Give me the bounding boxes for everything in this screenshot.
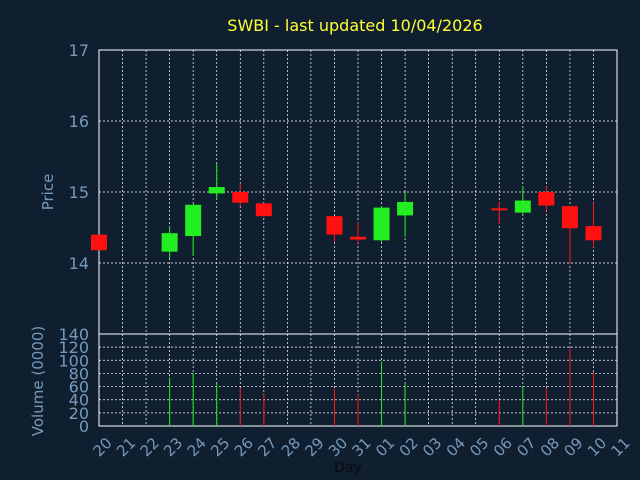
x-tick-label: 09 — [560, 434, 586, 460]
price-y-tick-label: 17 — [69, 41, 89, 60]
candles — [91, 163, 602, 265]
volume-axis-label: Volume (0000) — [29, 326, 47, 436]
volume-y-tick-label: 120 — [58, 338, 89, 357]
x-tick-label: 08 — [537, 434, 563, 460]
x-tick-label: 06 — [490, 434, 516, 460]
x-tick-label: 30 — [325, 434, 351, 460]
volume-bars — [169, 348, 594, 426]
candle-down — [491, 208, 508, 211]
x-tick-label: 25 — [207, 434, 233, 460]
candle-down — [561, 206, 578, 229]
candle-down — [91, 234, 107, 251]
volume-y-tick-label: 60 — [69, 378, 89, 397]
volume-y-tick-label: 0 — [79, 417, 89, 436]
x-tick-labels: 2021222324252627282930310102030405060708… — [90, 434, 634, 460]
x-tick-label: 11 — [608, 434, 634, 460]
x-tick-label: 31 — [349, 434, 375, 460]
price-y-tick-label: 16 — [69, 112, 89, 131]
x-tick-label: 26 — [231, 434, 257, 460]
x-tick-label: 07 — [513, 434, 539, 460]
price-panel: 14 15 16 17 Price — [39, 41, 618, 335]
x-tick-label: 24 — [184, 434, 210, 460]
x-tick-label: 05 — [466, 434, 492, 460]
x-tick-label: 22 — [137, 434, 163, 460]
x-tick-label: 28 — [278, 434, 304, 460]
x-tick-label: 03 — [419, 434, 445, 460]
candle-up — [514, 200, 531, 213]
x-tick-label: 01 — [372, 434, 398, 460]
chart-title: SWBI - last updated 10/04/2026 — [227, 16, 482, 35]
volume-y-tick-label: 20 — [69, 404, 89, 423]
x-tick-label: 27 — [254, 434, 280, 460]
price-y-tick-label: 14 — [69, 254, 89, 273]
candle-down — [326, 216, 343, 235]
volume-y-tick-label: 140 — [58, 325, 89, 344]
candle-down — [232, 192, 249, 203]
x-tick-label: 23 — [160, 434, 186, 460]
candle-down — [538, 192, 555, 206]
candle-up — [161, 233, 178, 252]
price-axis-label: Price — [39, 174, 57, 211]
x-tick-label: 02 — [396, 434, 422, 460]
x-tick-label: 29 — [301, 434, 327, 460]
candle-up — [397, 201, 414, 216]
x-tick-label: 21 — [113, 434, 139, 460]
candle-down — [350, 236, 366, 240]
volume-y-tick-label: 80 — [69, 364, 89, 383]
volume-y-tick-label: 40 — [69, 391, 89, 410]
x-tick-label: 20 — [90, 434, 116, 460]
price-y-ticks: 14 15 16 17 — [69, 41, 89, 273]
candle-down — [585, 226, 602, 241]
x-tick-label: 10 — [584, 434, 610, 460]
x-axis-label: Day — [334, 460, 362, 476]
price-y-tick-label: 15 — [69, 183, 89, 202]
candle-up — [373, 207, 390, 241]
candle-up — [208, 187, 225, 194]
candle-up — [185, 204, 202, 237]
x-tick-label: 04 — [443, 434, 469, 460]
volume-y-tick-label: 100 — [58, 351, 89, 370]
candle-down — [255, 203, 272, 217]
